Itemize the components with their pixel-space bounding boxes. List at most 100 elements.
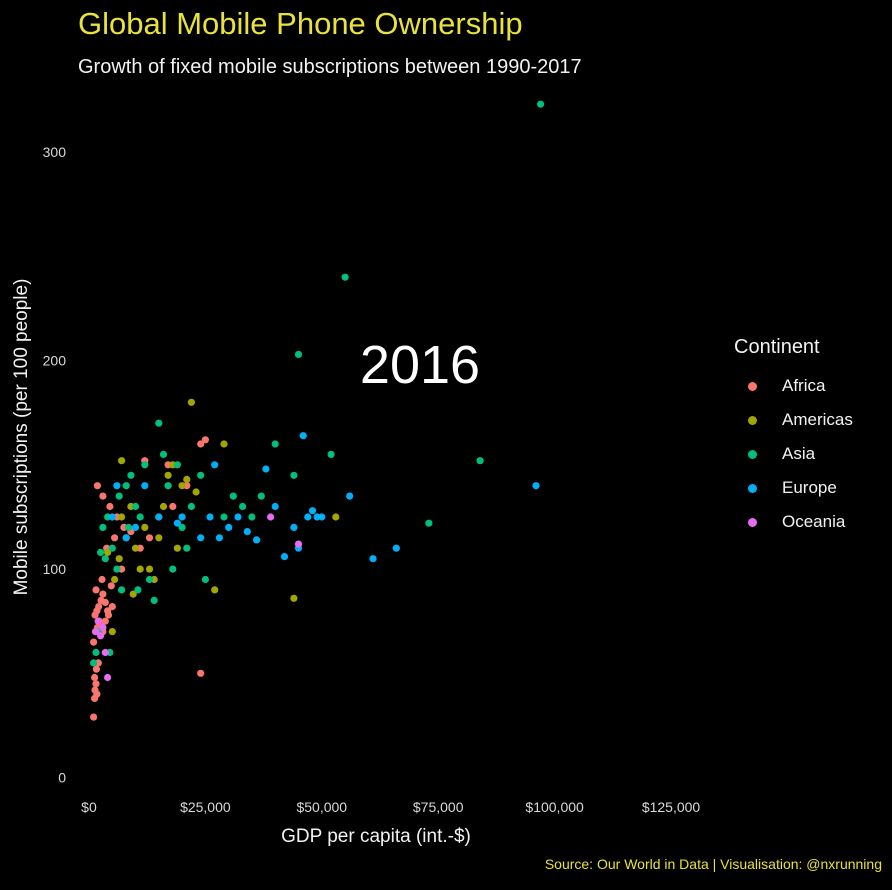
data-point-americas: [211, 586, 219, 594]
legend-label: Africa: [782, 376, 826, 395]
data-point-americas: [183, 475, 191, 483]
data-point-europe: [280, 553, 289, 561]
data-point-americas: [108, 628, 116, 636]
data-point-asia: [99, 523, 107, 532]
legend-label: Oceania: [782, 512, 846, 531]
data-point-asia: [155, 419, 163, 427]
data-point-asia: [201, 575, 209, 584]
data-point-americas: [104, 548, 112, 557]
y-tick-label: 0: [58, 770, 66, 786]
legend-item-asia: Asia: [734, 437, 853, 471]
data-point-asia: [327, 450, 335, 458]
x-tick-label: $0: [81, 799, 97, 815]
data-point-asia: [476, 457, 484, 465]
data-point-asia: [425, 519, 433, 527]
data-point-asia: [187, 502, 195, 511]
data-point-africa: [169, 502, 177, 511]
data-point-europe: [262, 465, 270, 473]
data-point-europe: [155, 513, 163, 521]
legend-item-oceania: Oceania: [734, 505, 853, 539]
data-point-asia: [127, 471, 135, 479]
chart-subtitle: Growth of fixed mobile subscriptions bet…: [78, 56, 582, 78]
legend-key-icon: [748, 517, 757, 527]
data-point-americas: [115, 555, 123, 563]
data-point-asia: [173, 461, 181, 469]
data-point-africa: [197, 440, 205, 448]
data-point-europe: [532, 482, 540, 490]
x-axis-ticks: $0 $25,000 $50,000 $75,000 $100,000 $125,000: [81, 799, 700, 815]
data-point-oceania: [97, 632, 105, 640]
data-point-africa: [95, 603, 103, 611]
data-point-europe: [122, 534, 130, 542]
data-point-asia: [141, 461, 149, 469]
legend: Continent Africa Americas Asia Europe Oceani…: [734, 336, 853, 539]
data-point-americas: [118, 513, 126, 521]
x-tick-label: $25,000: [180, 799, 231, 815]
data-point-europe: [108, 513, 116, 521]
data-point-africa: [91, 673, 99, 682]
data-point-oceania: [92, 628, 100, 636]
data-point-asia: [131, 502, 140, 511]
x-tick-label: $100,000: [525, 799, 584, 815]
data-point-americas: [192, 488, 200, 496]
data-point-asia: [294, 350, 303, 358]
data-point-asia: [159, 450, 168, 458]
data-point-europe: [234, 513, 242, 521]
data-point-asia: [164, 482, 172, 490]
data-point-asia: [220, 513, 228, 521]
data-point-africa: [107, 582, 115, 590]
legend-key-icon: [748, 381, 757, 391]
data-point-asia: [341, 273, 349, 281]
data-point-africa: [92, 586, 100, 594]
data-point-americas: [164, 471, 172, 479]
data-point-asia: [150, 596, 158, 605]
data-point-americas: [136, 565, 144, 573]
data-point-africa: [90, 638, 98, 646]
data-point-americas: [290, 594, 298, 602]
y-tick-label: 300: [43, 144, 67, 160]
data-point-asia: [178, 523, 186, 532]
x-tick-label: $125,000: [642, 799, 701, 815]
data-point-americas: [141, 523, 149, 532]
data-point-asia: [113, 565, 121, 573]
x-axis-title: GDP per capita (int.-$): [281, 826, 471, 847]
data-point-europe: [197, 534, 205, 542]
data-point-americas: [129, 590, 137, 598]
data-point-europe: [173, 519, 181, 527]
data-point-americas: [131, 544, 140, 552]
data-point-africa: [111, 534, 119, 542]
data-point-europe: [299, 432, 307, 440]
legend-title: Continent: [734, 336, 820, 358]
x-tick-label: $75,000: [413, 799, 464, 815]
legend-key-icon: [748, 415, 757, 425]
data-point-europe: [318, 513, 326, 521]
data-point-europe: [141, 482, 149, 490]
data-point-africa: [92, 680, 100, 688]
data-point-asia: [115, 492, 123, 500]
data-point-oceania: [99, 623, 107, 632]
data-point-americas: [173, 544, 181, 552]
y-axis-ticks: 0 100 200 300: [43, 144, 67, 785]
data-point-europe: [392, 544, 400, 552]
data-point-europe: [206, 513, 214, 521]
data-point-europe: [225, 523, 233, 532]
data-point-europe: [178, 513, 186, 521]
data-point-asia: [229, 492, 237, 500]
data-point-asia: [118, 586, 126, 594]
legend-item-europe: Europe: [734, 471, 853, 505]
y-axis-title: Mobile subscriptions (per 100 people): [11, 279, 32, 596]
year-label: 2016: [360, 335, 480, 395]
x-tick-label: $50,000: [296, 799, 347, 815]
data-point-americas: [159, 502, 168, 511]
data-point-asia: [134, 586, 142, 594]
data-point-europe: [271, 502, 279, 511]
data-point-africa: [93, 690, 101, 698]
data-point-asia: [537, 100, 545, 108]
data-point-oceania: [101, 648, 109, 657]
y-tick-label: 100: [43, 561, 67, 577]
data-point-africa: [98, 575, 106, 584]
data-point-asia: [124, 523, 133, 532]
data-point-asia: [248, 513, 256, 521]
legend-key-icon: [748, 449, 757, 459]
y-tick-label: 200: [43, 353, 67, 369]
